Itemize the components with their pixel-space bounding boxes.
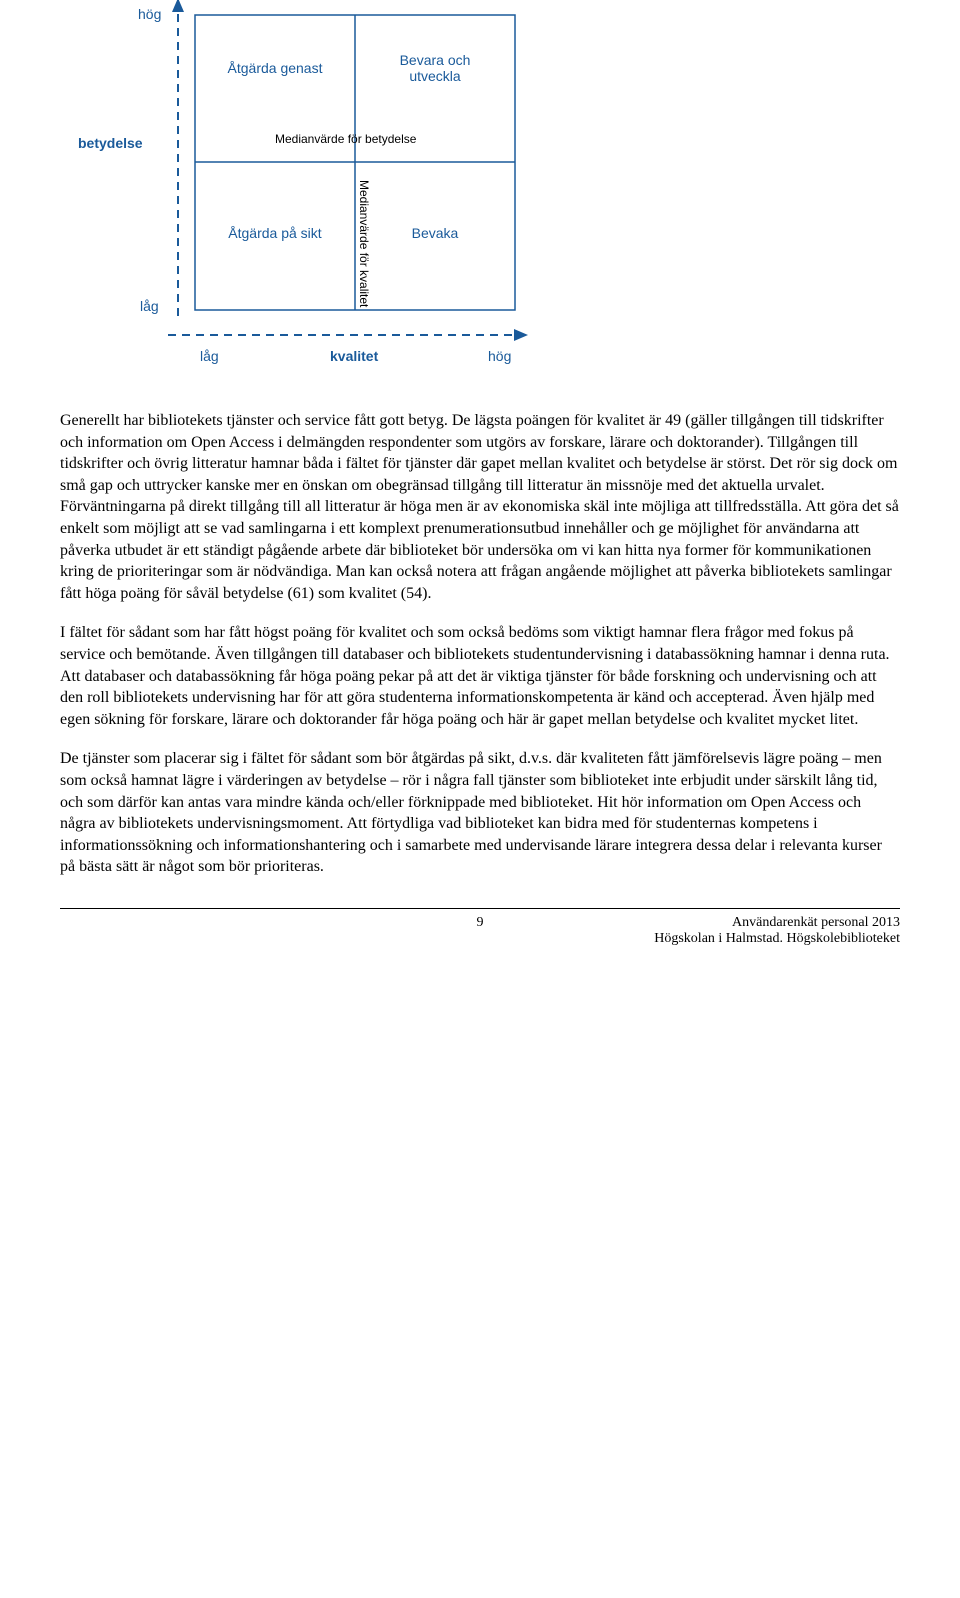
footer-line2: Högskolan i Halmstad. Högskolebiblioteke… [510,931,900,947]
y-axis-low-label: låg [140,298,159,314]
median-vertical-label: Medianvärde för kvalitet [357,180,371,307]
page-number: 9 [450,915,510,947]
priority-matrix-diagram: hög betydelse låg låg kvalitet hög Åtgär… [60,0,540,380]
x-axis-low-label: låg [200,348,219,364]
x-axis-title: kvalitet [330,348,378,364]
x-axis-high-label: hög [488,348,511,364]
quadrant-bottom-right: Bevaka [380,225,490,241]
y-axis-title: betydelse [78,135,143,151]
quadrant-top-right: Bevara och utveckla [370,52,500,84]
median-horizontal-label: Medianvärde för betydelse [275,132,416,146]
paragraph-1: Generellt har bibliotekets tjänster och … [60,410,900,604]
quadrant-top-left: Åtgärda genast [210,60,340,76]
paragraph-2: I fältet för sådant som har fått högst p… [60,622,900,730]
footer-left [60,915,450,947]
footer-right: Användarenkät personal 2013 Högskolan i … [510,915,900,947]
footer-line1: Användarenkät personal 2013 [510,915,900,931]
y-axis-high-label: hög [138,6,161,22]
page-footer: 9 Användarenkät personal 2013 Högskolan … [60,908,900,947]
quadrant-bottom-left: Åtgärda på sikt [210,225,340,241]
paragraph-3: De tjänster som placerar sig i fältet fö… [60,748,900,878]
